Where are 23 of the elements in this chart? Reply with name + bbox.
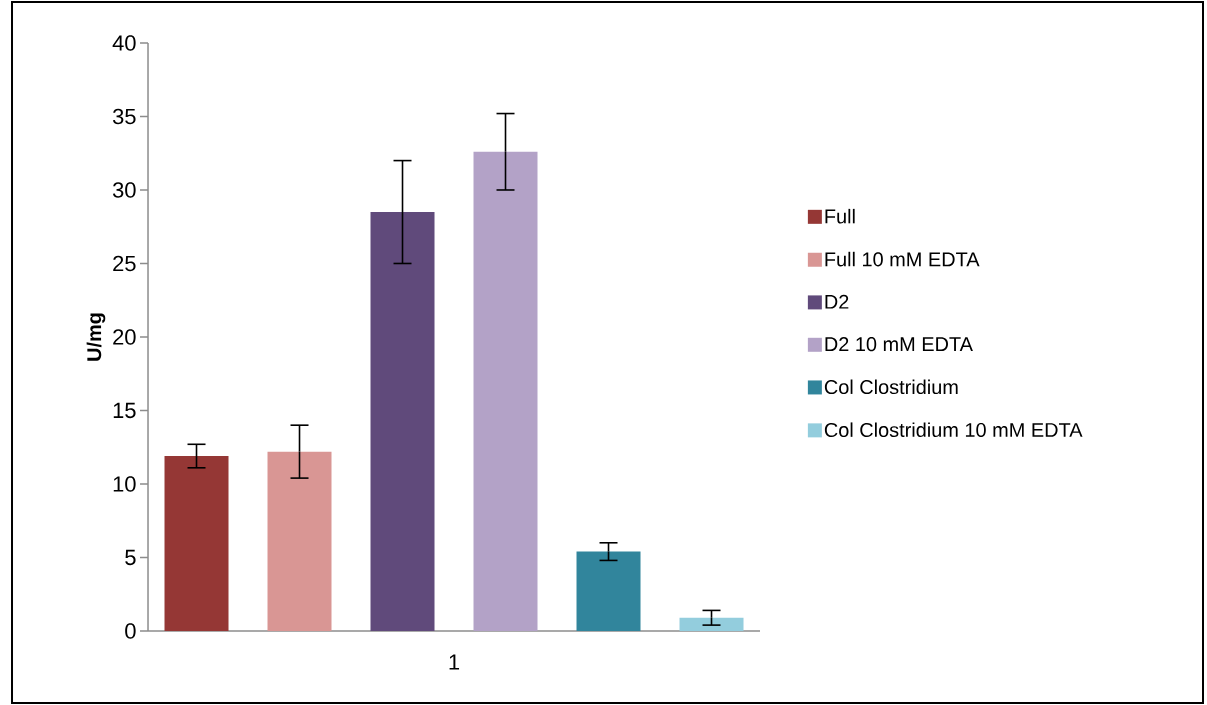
bar	[576, 551, 641, 631]
y-tick-label: 35	[112, 108, 136, 125]
legend-label: Full 10 mM EDTA	[825, 251, 980, 267]
y-tick-label: 15	[113, 402, 136, 419]
y-tick-label: 10	[113, 476, 136, 492]
legend-label: Full	[825, 208, 855, 224]
legend-label: D2 10 mM EDTA	[825, 337, 973, 352]
legend-label: D2	[825, 294, 849, 309]
bar	[164, 456, 229, 631]
y-tick-label: 0	[125, 623, 136, 639]
y-tick-label: 5	[125, 549, 136, 566]
y-tick-label: 20	[113, 329, 136, 345]
x-tick-label: 1	[449, 654, 460, 670]
y-tick-label: 25	[113, 255, 136, 272]
legend-label: Col Clostridium 10 mM EDTA	[824, 422, 1083, 438]
legend-label: Col Clostridium	[824, 379, 958, 395]
y-tick-label: 40	[112, 35, 136, 51]
bar	[473, 151, 538, 631]
y-axis-title: U/mg	[86, 313, 106, 361]
bar	[370, 212, 435, 631]
bar	[679, 617, 744, 631]
y-tick-label: 30	[112, 182, 136, 198]
bar	[267, 451, 332, 631]
